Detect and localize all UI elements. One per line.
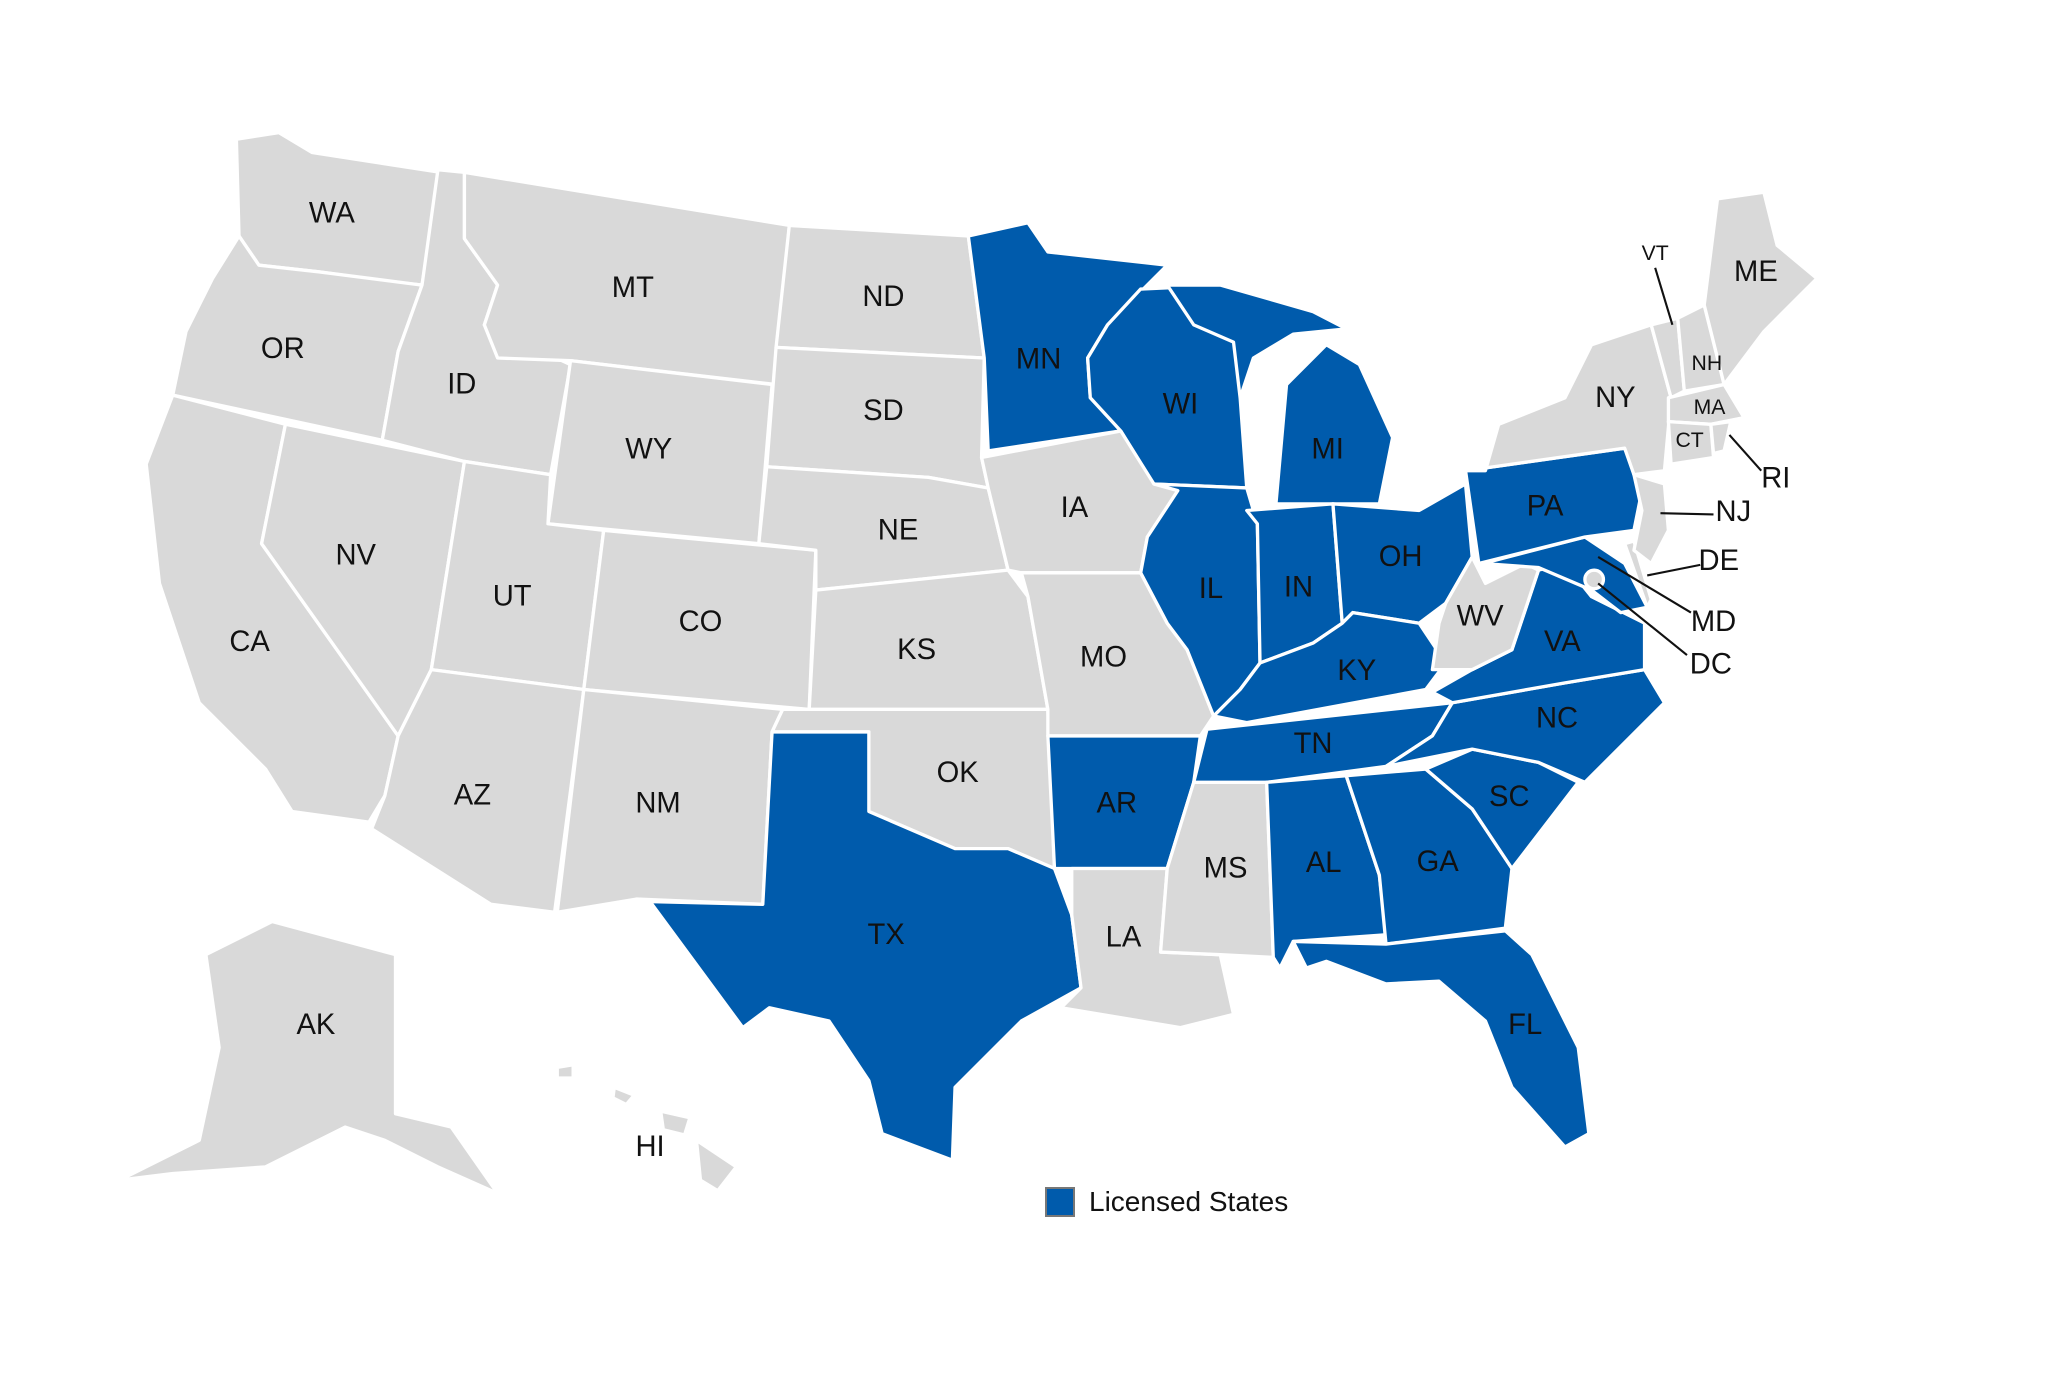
state-label-ny: NY bbox=[1595, 382, 1636, 414]
state-shape bbox=[1632, 473, 1671, 566]
state-shape bbox=[1430, 555, 1541, 672]
state-label-ak: AK bbox=[296, 1009, 335, 1041]
state-label-hi: HI bbox=[636, 1131, 665, 1163]
state-label-tx: TX bbox=[867, 919, 904, 951]
state-label-vt: VT bbox=[1642, 242, 1669, 265]
state-hi bbox=[555, 1063, 738, 1193]
state-label-tn: TN bbox=[1294, 728, 1333, 760]
state-label-wa: WA bbox=[309, 198, 355, 230]
state-shape bbox=[1623, 539, 1653, 609]
state-label-ri: RI bbox=[1761, 463, 1790, 495]
legend-swatch-licensed bbox=[1045, 1187, 1075, 1217]
state-label-il: IL bbox=[1199, 573, 1223, 605]
legend: Licensed States bbox=[1045, 1186, 1288, 1218]
state-shape bbox=[1291, 929, 1591, 1149]
leader-line-nj bbox=[1660, 512, 1714, 516]
legend-label: Licensed States bbox=[1089, 1186, 1289, 1217]
state-label-nv: NV bbox=[335, 540, 376, 572]
state-ak bbox=[118, 919, 500, 1196]
state-label-pa: PA bbox=[1527, 491, 1564, 523]
state-wv bbox=[1430, 555, 1541, 672]
state-de bbox=[1623, 539, 1653, 609]
state-label-oh: OH bbox=[1379, 541, 1423, 573]
state-label-la: LA bbox=[1106, 921, 1142, 953]
state-label-ma: MA bbox=[1694, 396, 1727, 419]
state-label-sd: SD bbox=[863, 395, 904, 427]
state-shape bbox=[1709, 419, 1733, 456]
state-label-ut: UT bbox=[493, 581, 532, 613]
state-tx bbox=[648, 730, 1083, 1162]
state-shape bbox=[694, 1138, 738, 1193]
state-label-wi: WI bbox=[1163, 388, 1199, 420]
state-shape bbox=[1274, 343, 1395, 506]
state-ri bbox=[1709, 419, 1733, 456]
state-label-mt: MT bbox=[612, 272, 654, 304]
state-shape bbox=[1384, 667, 1667, 784]
state-nj bbox=[1632, 473, 1671, 566]
state-label-wv: WV bbox=[1457, 601, 1505, 633]
state-label-nc: NC bbox=[1536, 703, 1578, 735]
state-label-ia: IA bbox=[1061, 492, 1089, 524]
state-label-ga: GA bbox=[1417, 846, 1460, 878]
state-mi bbox=[1165, 283, 1395, 506]
state-label-dc: DC bbox=[1690, 648, 1732, 680]
state-shape bbox=[555, 1063, 575, 1080]
state-label-ca: CA bbox=[229, 626, 270, 658]
state-label-mo: MO bbox=[1080, 642, 1127, 674]
state-shape bbox=[1481, 535, 1649, 615]
state-fl bbox=[1291, 929, 1591, 1149]
state-shape bbox=[611, 1085, 636, 1107]
state-me bbox=[1702, 190, 1819, 387]
state-label-mi: MI bbox=[1311, 434, 1343, 466]
state-ct bbox=[1666, 419, 1716, 466]
state-label-al: AL bbox=[1306, 847, 1342, 879]
state-label-me: ME bbox=[1734, 256, 1778, 288]
state-shape bbox=[1666, 419, 1716, 466]
leader-line-de bbox=[1646, 563, 1701, 577]
state-label-wy: WY bbox=[625, 434, 672, 466]
leader-line-vt bbox=[1654, 267, 1674, 326]
state-label-md: MD bbox=[1691, 606, 1736, 638]
state-shape bbox=[1463, 323, 1673, 477]
state-label-nm: NM bbox=[635, 788, 680, 820]
state-label-co: CO bbox=[679, 606, 723, 638]
state-label-ks: KS bbox=[897, 634, 936, 666]
state-nc bbox=[1384, 667, 1667, 784]
leader-line-ri bbox=[1728, 434, 1763, 472]
state-label-va: VA bbox=[1544, 626, 1581, 658]
state-shape bbox=[1165, 283, 1348, 400]
state-shape bbox=[1702, 190, 1819, 387]
state-label-fl: FL bbox=[1508, 1009, 1542, 1041]
state-label-ky: KY bbox=[1337, 655, 1376, 687]
leader-line-md bbox=[1597, 555, 1692, 614]
state-label-nh: NH bbox=[1692, 352, 1723, 375]
state-label-mn: MN bbox=[1016, 343, 1061, 375]
state-label-ct: CT bbox=[1675, 429, 1703, 452]
state-label-az: AZ bbox=[454, 780, 491, 812]
state-label-nd: ND bbox=[862, 281, 904, 313]
state-label-nj: NJ bbox=[1716, 496, 1752, 528]
state-label-sc: SC bbox=[1489, 781, 1530, 813]
state-label-ok: OK bbox=[937, 757, 980, 789]
state-md bbox=[1481, 535, 1649, 615]
state-ny bbox=[1463, 323, 1673, 477]
state-label-ms: MS bbox=[1204, 853, 1248, 885]
state-label-de: DE bbox=[1699, 545, 1740, 577]
state-label-in: IN bbox=[1284, 571, 1313, 603]
state-shape bbox=[118, 919, 500, 1196]
state-label-or: OR bbox=[261, 333, 305, 365]
state-label-ne: NE bbox=[878, 514, 919, 546]
state-label-id: ID bbox=[447, 369, 476, 401]
state-shape bbox=[648, 730, 1083, 1162]
state-shape bbox=[659, 1109, 692, 1137]
state-label-ar: AR bbox=[1097, 788, 1138, 820]
leader-line-dc bbox=[1597, 582, 1688, 656]
